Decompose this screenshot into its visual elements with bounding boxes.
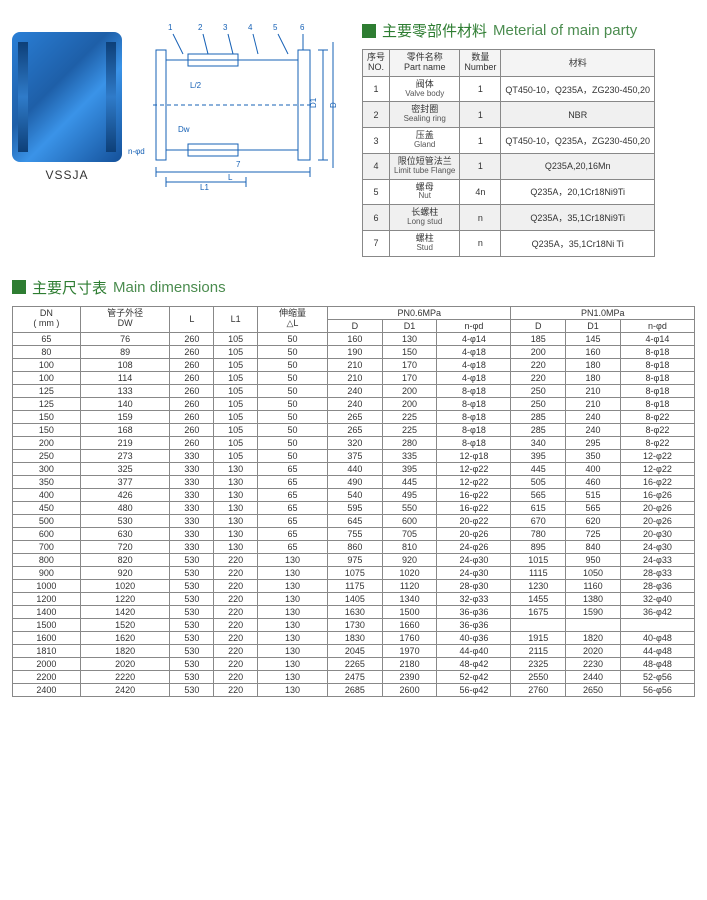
svg-text:1: 1 [168,23,173,32]
dimensions-table: DN( mm ) 管子外径DW L L1 伸缩量△L PN0.6MPa PN1.… [12,306,695,697]
svg-text:4: 4 [248,23,253,32]
engineering-diagram: 1 2 3 4 5 6 L/2 L L1 n-φd D1 D Dw 7 [128,12,338,202]
square-bullet-icon [12,280,26,294]
materials-table: 序号NO. 零件名称Part name 数量Number 材料 1阀体Valve… [362,49,655,257]
svg-text:3: 3 [223,23,228,32]
col-dl: 伸缩量△L [258,306,328,332]
dimensions-title-cn: 主要尺寸表 [32,277,107,298]
table-row: 80082053022013097592024-φ30101595024-φ33 [13,553,695,566]
table-row: 150015205302201301730166036-φ36 [13,618,695,631]
materials-title-en: Meterial of main party [493,22,637,39]
table-row: 8089260105501901504-φ182001608-φ18 [13,345,695,358]
table-row: 100114260105502101704-φ182201808-φ18 [13,371,695,384]
materials-header: 主要零部件材料 Meterial of main party [362,20,695,41]
table-row: 220022205302201302475239052-φ42255024405… [13,670,695,683]
table-row: 4004263301306554049516-φ2256551516-φ26 [13,488,695,501]
svg-text:Dw: Dw [178,125,190,134]
product-photo-block: VSSJA [12,32,122,182]
svg-text:2: 2 [198,23,203,32]
table-row: 7007203301306586081024-φ2689584024-φ30 [13,540,695,553]
table-row: 6576260105501601304-φ141851454-φ14 [13,332,695,345]
col-dw: 管子外径DW [80,306,170,332]
col-pn10: PN1.0MPa [511,306,695,319]
col-nfd-10: n-φd [620,319,694,332]
svg-text:7: 7 [236,160,241,169]
col-nfd-06: n-φd [437,319,511,332]
col-pn06: PN0.6MPa [327,306,510,319]
table-row: 1阀体Valve body1QT450-10，Q235A，ZG230-450,2… [363,76,655,102]
col-part: 零件名称Part name [390,50,460,77]
square-bullet-icon [362,24,376,38]
table-row: 5005303301306564560020-φ2267062020-φ26 [13,514,695,527]
col-d1-10: D1 [566,319,621,332]
col-d-10: D [511,319,566,332]
product-photo [12,32,122,162]
table-row: 160016205302201301830176040-φ36191518204… [13,631,695,644]
table-row: 150159260105502652258-φ182852408-φ22 [13,410,695,423]
svg-text:n-φd: n-φd [128,147,145,156]
dimensions-title-en: Main dimensions [113,279,226,296]
model-label: VSSJA [12,168,122,182]
table-row: 2密封圈Sealing ring1NBR [363,102,655,128]
col-d1-06: D1 [382,319,437,332]
svg-text:6: 6 [300,23,305,32]
table-row: 100010205302201301175112028-φ30123011602… [13,579,695,592]
table-row: 6长螺柱Long studnQ235A，35,1Cr18Ni9Ti [363,205,655,231]
svg-text:L1: L1 [200,183,209,192]
table-row: 9009205302201301075102024-φ301115105028-… [13,566,695,579]
dimensions-header: 主要尺寸表 Main dimensions [12,277,695,298]
table-row: 200219260105503202808-φ183402958-φ22 [13,436,695,449]
table-row: 181018205302201302045197044-φ40211520204… [13,644,695,657]
table-row: 2502733301055037533512-φ1839535012-φ22 [13,449,695,462]
table-row: 120012205302201301405134032-φ33145513803… [13,592,695,605]
table-row: 125133260105502402008-φ182502108-φ18 [13,384,695,397]
table-row: 150168260105502652258-φ182852408-φ22 [13,423,695,436]
table-row: 3003253301306544039512-φ2244540012-φ22 [13,462,695,475]
col-num: 数量Number [460,50,501,77]
svg-text:5: 5 [273,23,278,32]
col-d-06: D [327,319,382,332]
table-row: 4504803301306559555016-φ2261556520-φ26 [13,501,695,514]
table-row: 240024205302201302685260056-φ42276026505… [13,683,695,696]
col-dn: DN( mm ) [13,306,81,332]
table-row: 100108260105502101704-φ182201808-φ18 [13,358,695,371]
materials-title-cn: 主要零部件材料 [382,20,487,41]
col-mat: 材料 [501,50,655,77]
table-row: 3压盖Gland1QT450-10，Q235A，ZG230-450,20 [363,128,655,154]
col-l: L [170,306,214,332]
table-row: 140014205302201301630150036-φ36167515903… [13,605,695,618]
table-row: 125140260105502402008-φ182502108-φ18 [13,397,695,410]
table-row: 3503773301306549044512-φ2250546016-φ22 [13,475,695,488]
svg-text:D: D [329,102,338,108]
col-no: 序号NO. [363,50,390,77]
svg-text:D1: D1 [309,97,318,108]
table-row: 6006303301306575570520-φ2678072520-φ30 [13,527,695,540]
table-row: 200020205302201302265218048-φ42232522304… [13,657,695,670]
table-row: 4限位短管法兰Limit tube Flange1Q235A,20,16Mn [363,153,655,179]
svg-text:L: L [228,173,233,182]
col-l1: L1 [214,306,258,332]
table-row: 7螺柱StudnQ235A，35,1Cr18Ni Ti [363,230,655,256]
svg-text:L/2: L/2 [190,81,202,90]
table-row: 5螺母Nut4nQ235A，20,1Cr18Ni9Ti [363,179,655,205]
